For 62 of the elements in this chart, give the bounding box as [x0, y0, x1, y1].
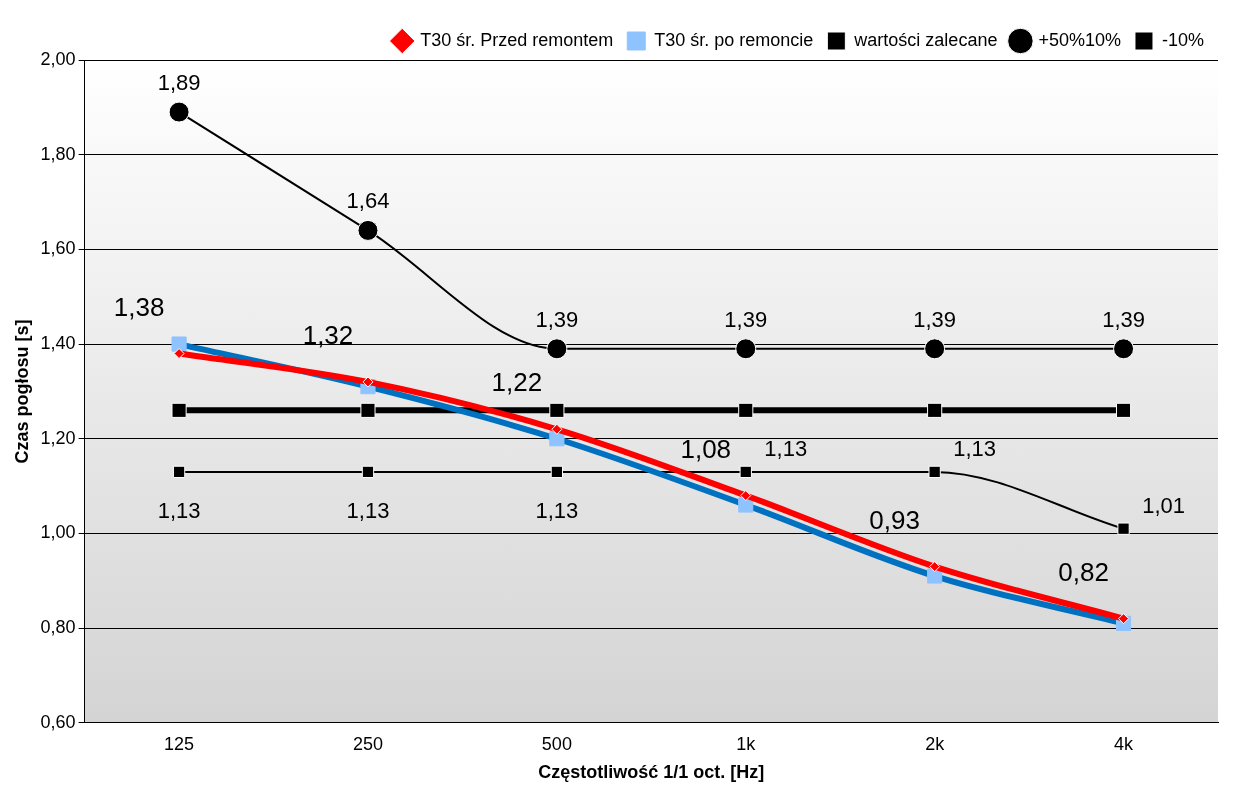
point: [168, 101, 190, 123]
data-label: 1,13: [346, 497, 390, 523]
data-label: 0,93: [869, 504, 920, 535]
y-tick-label: 2,00: [40, 48, 76, 69]
point: [173, 348, 185, 360]
data-label: 1,39: [913, 306, 957, 332]
data-label: 1,32: [302, 320, 354, 351]
legend-label: -10%: [1161, 29, 1205, 50]
y-tick-label: 1,80: [40, 143, 76, 164]
data-label: 1,89: [157, 70, 201, 96]
x-tick-label: 125: [164, 733, 195, 754]
point: [735, 338, 757, 360]
point: [361, 465, 375, 479]
y-tick-label: 1,20: [40, 427, 76, 448]
point: [546, 338, 568, 360]
data-label: 1,13: [764, 435, 808, 461]
point: [360, 402, 376, 418]
data-label: 1,01: [1142, 492, 1185, 518]
point: [740, 490, 752, 502]
point: [1113, 338, 1135, 360]
x-tick-label: 2k: [925, 733, 946, 754]
data-label: 1,39: [1102, 306, 1145, 332]
x-tick-label: 250: [352, 733, 383, 754]
point: [924, 338, 946, 360]
legend-label: T30 śr. Przed remontem: [420, 29, 614, 50]
point: [362, 376, 374, 388]
y-tick-label: 1,60: [40, 238, 76, 259]
point: [928, 465, 941, 479]
data-label: 1,22: [491, 367, 543, 398]
data-label: 1,38: [113, 291, 165, 322]
point: [738, 402, 754, 418]
point: [929, 561, 941, 573]
point: [1115, 402, 1132, 418]
data-label: 1,39: [724, 306, 768, 332]
y-tick-label: 0,60: [40, 711, 76, 732]
y-tick-label: 0,80: [40, 617, 76, 638]
data-label: 0,82: [1058, 556, 1109, 587]
data-label: 1,13: [157, 497, 201, 523]
x-axis-title: Częstotliwość 1/1 oct. [Hz]: [538, 762, 765, 783]
data-label: 1,08: [680, 433, 732, 464]
y-tick-label: 1,40: [40, 333, 76, 354]
data-label: 1,13: [535, 497, 579, 523]
point: [927, 402, 943, 418]
point: [357, 219, 379, 241]
x-tick-label: 1k: [736, 733, 757, 754]
point: [171, 402, 187, 418]
legend-label: T30 śr. po remoncie: [654, 29, 814, 50]
y-tick-label: 1,00: [40, 522, 76, 543]
point: [1117, 522, 1130, 535]
data-label: 1,64: [346, 188, 390, 214]
x-tick-label: 500: [541, 733, 572, 754]
data-label: 1,39: [535, 306, 579, 332]
x-tick-label: 4k: [1114, 733, 1135, 754]
point: [550, 465, 564, 479]
point: [551, 423, 563, 435]
point: [739, 465, 752, 479]
legend-label: wartości zalecane: [853, 29, 998, 50]
y-axis-title: Czas pogłosu [s]: [11, 319, 32, 464]
point: [549, 402, 565, 418]
point: [172, 465, 186, 479]
data-label: 1,13: [953, 435, 997, 461]
legend-label: +50%10%: [1038, 29, 1121, 50]
